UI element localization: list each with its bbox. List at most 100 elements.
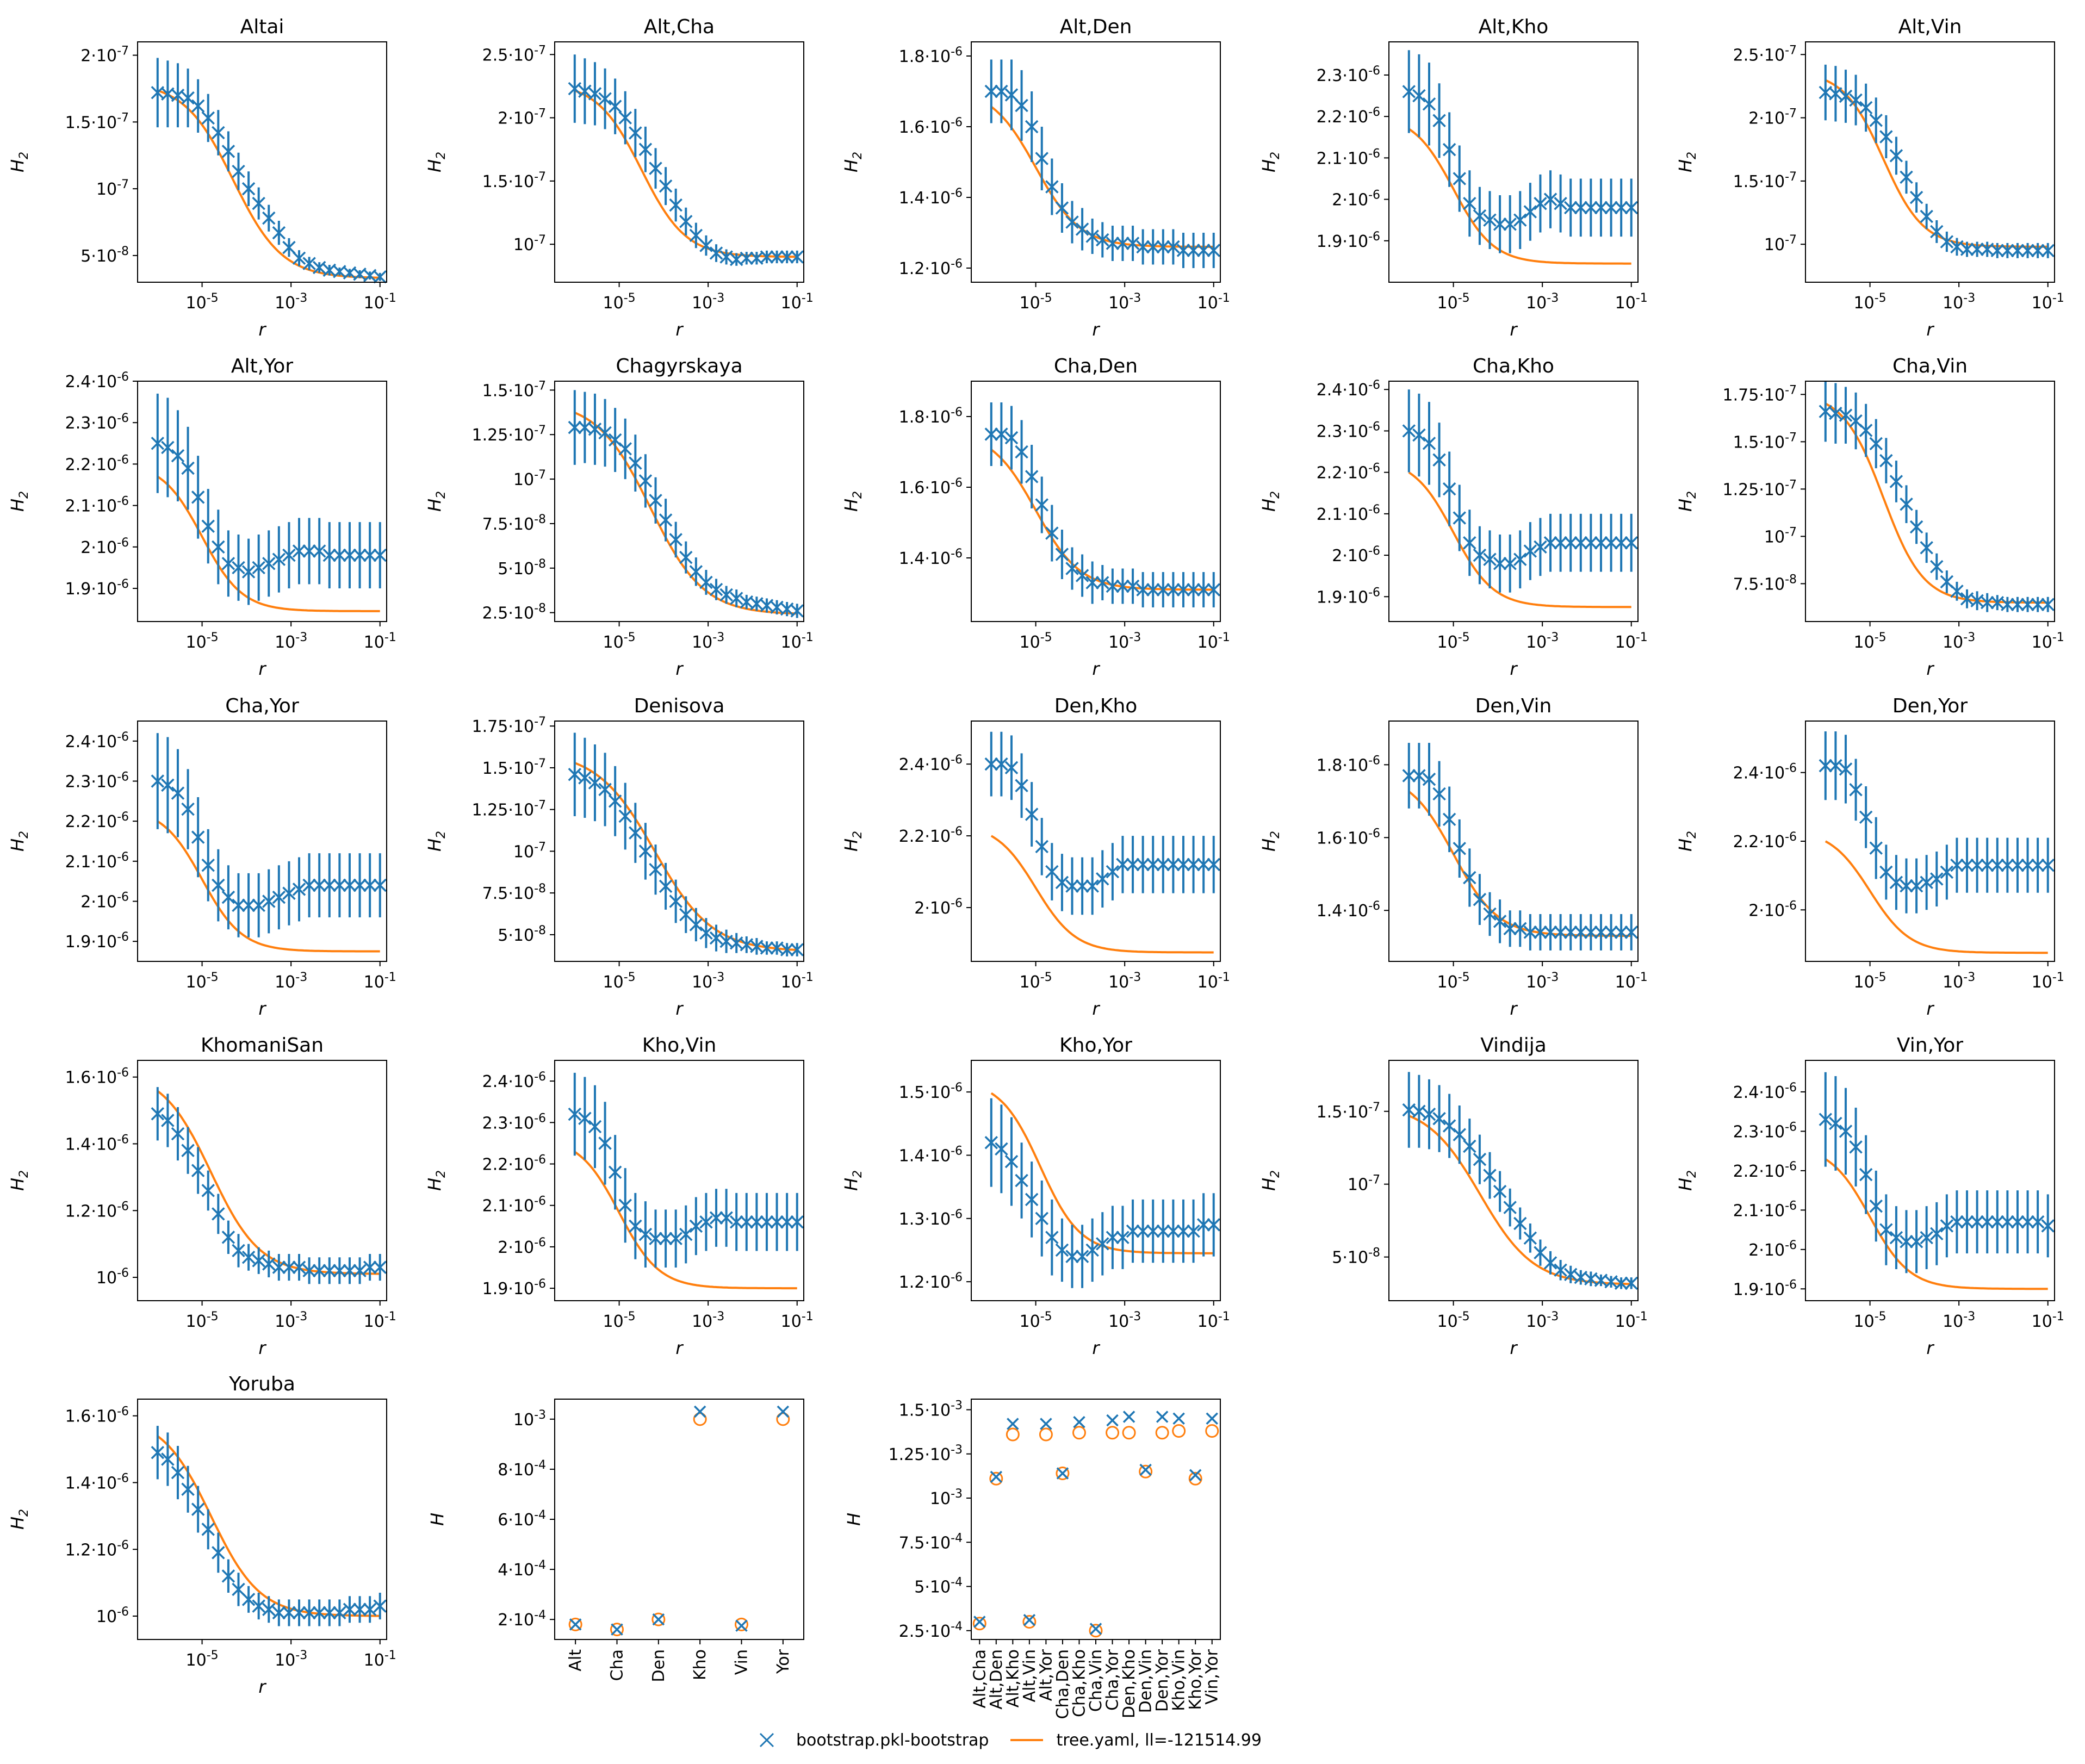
data-point	[1422, 97, 1436, 111]
data-point	[302, 544, 316, 558]
data-point	[1402, 424, 1416, 438]
data-point	[1187, 244, 1200, 257]
data-point	[181, 1482, 195, 1496]
data-point	[1156, 858, 1170, 872]
y-axis-label: H2	[424, 831, 448, 852]
y-tick-label: 1.4·10-6	[65, 1133, 129, 1154]
data-point	[171, 1465, 185, 1480]
y-tick-label: 1.6·10-6	[1317, 827, 1380, 848]
data-point	[272, 552, 286, 566]
data-point	[212, 540, 225, 554]
model-curve	[157, 1435, 380, 1617]
data-point	[232, 1244, 245, 1258]
data-point	[1493, 915, 1507, 928]
model-point	[776, 1412, 790, 1426]
model-point	[989, 1471, 1003, 1486]
x-tick-label: 10-1	[364, 1649, 396, 1670]
model-curve	[1825, 840, 2048, 954]
y-tick-label: 10-7	[513, 233, 546, 254]
data-point	[1614, 201, 1628, 215]
data-point	[1116, 237, 1130, 250]
data-point	[212, 1546, 225, 1560]
y-tick-label: 2·10-6	[1748, 899, 1797, 920]
data-point	[1920, 209, 1933, 223]
data-point	[1015, 779, 1028, 792]
subplot-cha-kho: Cha,Kho 1.9·10-6 2·10-6 2.1·10-6 2.2·10-6 2.3…	[1258, 355, 1648, 679]
subplot-title: Cha,Kho	[1473, 355, 1554, 377]
data-point	[1584, 536, 1598, 550]
data-point	[241, 898, 256, 912]
data-point	[638, 844, 653, 858]
data-point	[1980, 858, 1994, 872]
data-point	[1085, 576, 1099, 589]
data-point	[1819, 759, 1833, 773]
y-tick-label: 1.25·10-7	[472, 799, 546, 820]
data-point	[1025, 1192, 1039, 1207]
subplot-title: Den,Vin	[1475, 695, 1552, 717]
bootstrap-marker-icon	[759, 1732, 774, 1748]
data-point	[1207, 858, 1220, 872]
data-point	[780, 1215, 794, 1229]
data-point	[790, 1215, 804, 1229]
x-tick-label: Vin,Yor	[1203, 1649, 1222, 1704]
data-point	[292, 1260, 306, 1274]
data-point	[1960, 592, 1974, 606]
y-tick-label: 5·10-8	[80, 245, 129, 266]
data-point	[629, 126, 642, 140]
data-point	[262, 557, 276, 570]
data-point	[221, 557, 235, 570]
plot-frame	[1388, 41, 1639, 283]
data-point	[1055, 201, 1069, 215]
subplot-alt-yor: Alt,Yor 1.9·10-6 2·10-6 2.1·10-6 2.2·10-6 2.3…	[7, 355, 396, 679]
data-point	[995, 427, 1008, 441]
x-tick-label: 10-5	[186, 971, 219, 992]
model-point	[1172, 1424, 1186, 1438]
data-point	[1004, 761, 1019, 774]
data-point	[1176, 1224, 1190, 1238]
y-axis-label: H2	[1258, 831, 1282, 852]
data-point	[1136, 1224, 1150, 1238]
data-point	[679, 908, 693, 922]
data-point	[1563, 536, 1578, 550]
data-point	[1483, 552, 1497, 566]
x-tick-label: Alt,Vin	[1020, 1649, 1039, 1702]
data-point	[709, 246, 723, 260]
data-point	[1442, 482, 1456, 496]
data-point	[1146, 858, 1160, 872]
data-point	[1940, 1219, 1954, 1233]
subplot-title: Vindija	[1480, 1034, 1547, 1057]
bootstrap-point	[1056, 1467, 1069, 1480]
data-point	[333, 1606, 346, 1620]
y-tick-label: 1.4·10-6	[899, 547, 963, 568]
data-point	[1990, 1215, 2005, 1229]
data-point	[1990, 595, 2005, 610]
x-tick-label: Cha,Kho	[1070, 1649, 1089, 1717]
x-tick-label: 10-3	[1943, 631, 1975, 652]
data-point	[171, 1127, 185, 1141]
y-axis-label: H2	[841, 491, 865, 512]
data-point	[638, 1227, 653, 1241]
data-point	[1889, 475, 1903, 488]
data-point	[1493, 1184, 1507, 1198]
y-axis-label: H2	[7, 1509, 31, 1530]
data-point	[1156, 1224, 1170, 1238]
data-point	[649, 862, 662, 877]
y-tick-label: 10-3	[513, 1408, 546, 1430]
data-point	[995, 84, 1008, 98]
plot-frame	[1805, 41, 2055, 283]
data-point	[1035, 152, 1048, 165]
x-tick-label: 10-5	[1437, 291, 1470, 313]
model-point	[1039, 1427, 1053, 1442]
data-point	[1442, 142, 1456, 157]
data-point	[618, 442, 632, 456]
x-axis-label: r	[1510, 319, 1518, 340]
data-point	[1106, 237, 1120, 250]
y-tick-label: 1.75·10-7	[472, 715, 546, 736]
model-point	[568, 1617, 582, 1631]
x-tick-label: 10-5	[186, 291, 219, 313]
data-point	[984, 1135, 998, 1150]
data-point	[608, 100, 622, 113]
x-axis-label: r	[258, 1338, 266, 1358]
data-point	[1085, 229, 1099, 243]
x-tick-label: 10-3	[1526, 631, 1559, 652]
